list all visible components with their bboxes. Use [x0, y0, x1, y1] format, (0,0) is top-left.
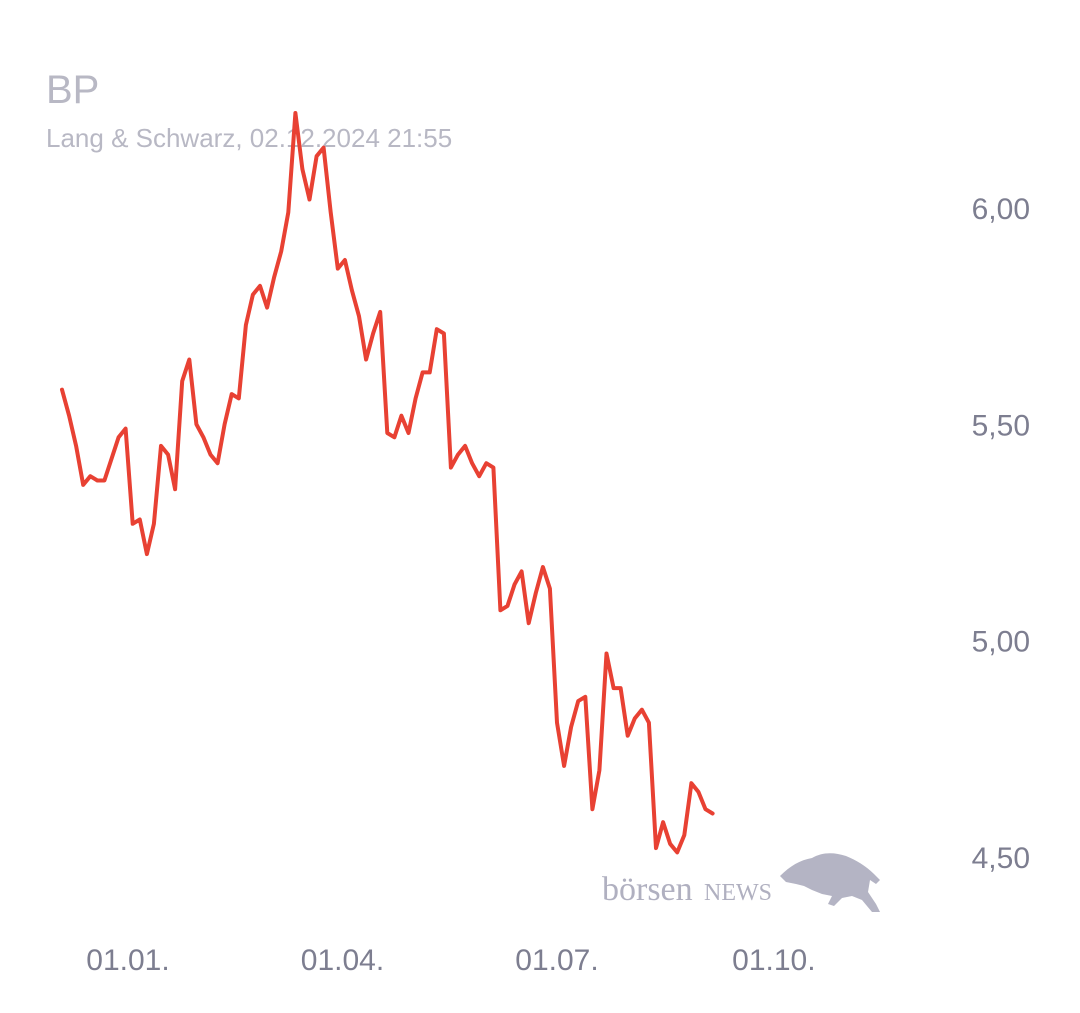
watermark-text-main: börsen — [602, 871, 693, 908]
y-tick-label: 4,50 — [972, 842, 1030, 875]
y-tick-label: 5,50 — [972, 409, 1030, 442]
x-tick-label: 01.10. — [732, 944, 815, 977]
x-tick-label: 01.01. — [86, 944, 169, 977]
x-axis: 01.01. 01.04. 01.07. 01.10. — [86, 944, 815, 977]
watermark-text-news: NEWS — [704, 880, 772, 906]
y-axis: 6,00 5,50 5,00 4,50 — [972, 193, 1030, 875]
boersennews-watermark: börsen NEWS — [602, 853, 880, 912]
price-line — [60, 111, 715, 855]
chart-subtitle: Lang & Schwarz, 02.12.2024 21:55 — [46, 123, 452, 153]
x-tick-label: 01.04. — [301, 944, 384, 977]
bull-logo-icon — [780, 853, 880, 912]
x-tick-label: 01.07. — [515, 944, 598, 977]
y-tick-label: 5,00 — [972, 626, 1030, 659]
y-tick-label: 6,00 — [972, 193, 1030, 226]
chart-title: BP — [46, 68, 99, 112]
